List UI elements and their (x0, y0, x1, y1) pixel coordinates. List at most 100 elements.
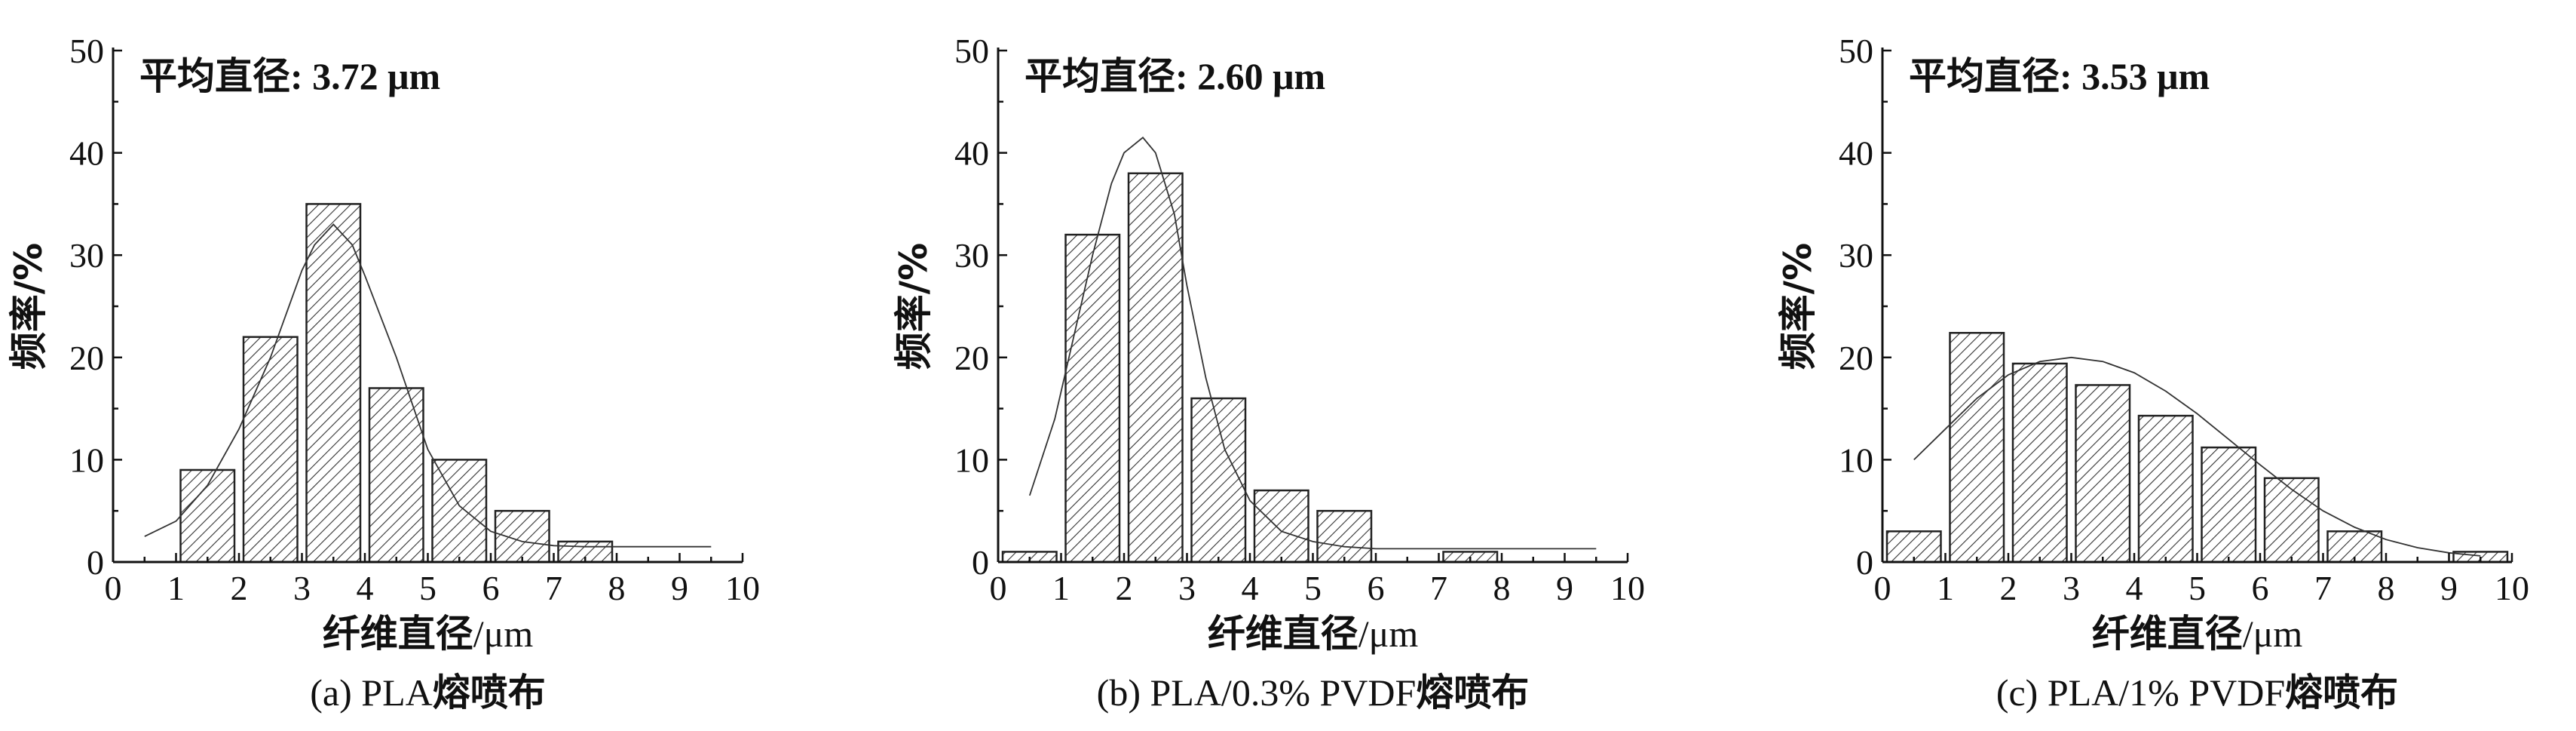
x-axis-title: 纤维直径/μm (2092, 612, 2303, 656)
x-tick-label: 8 (608, 569, 626, 607)
mean-diameter-annotation: 平均直径: 2.60 μm (1025, 54, 1325, 98)
panel-caption: (b) PLA/0.3% PVDF熔喷布 (1097, 671, 1530, 714)
panel-caption: (a) PLA熔喷布 (310, 671, 545, 714)
x-tick-label: 0 (990, 569, 1007, 607)
y-tick-label: 30 (69, 236, 104, 275)
x-tick-label: 6 (2252, 569, 2269, 607)
x-axis-title-unit: /μm (2243, 613, 2303, 655)
x-axis-title-unit: /μm (473, 613, 534, 655)
x-tick-label: 7 (1430, 569, 1447, 607)
histogram-bar (431, 459, 488, 564)
panel-caption: (c) PLA/1% PVDF熔喷布 (1996, 671, 2398, 714)
x-tick-label: 4 (2126, 569, 2143, 607)
x-tick-label: 2 (1116, 569, 1133, 607)
y-axis-title: 频率/% (7, 243, 51, 370)
x-tick-label: 3 (1178, 569, 1196, 607)
histogram-bar (2263, 477, 2320, 564)
x-tick-label: 9 (671, 569, 688, 607)
x-tick-label: 6 (1368, 569, 1385, 607)
y-tick-label: 10 (1839, 441, 1873, 479)
x-tick-label: 5 (2189, 569, 2206, 607)
x-tick-label: 10 (2495, 569, 2529, 607)
y-tick-label: 40 (1839, 134, 1873, 173)
histogram-bar (2201, 446, 2257, 564)
x-tick-label: 3 (293, 569, 311, 607)
x-tick-label: 7 (545, 569, 562, 607)
x-axis-title: 纤维直径/μm (1208, 612, 1419, 656)
annotation-label: 平均直径 (139, 54, 290, 98)
y-tick-label: 50 (1839, 32, 1873, 70)
histogram-bar (179, 468, 236, 564)
caption-cn-text: 熔喷布 (433, 671, 546, 714)
x-tick-label: 2 (2000, 569, 2017, 607)
histogram-bar (2075, 384, 2131, 564)
y-axis-title: 频率/% (892, 243, 936, 370)
histogram-bar (1949, 332, 2005, 564)
caption-text: (c) PLA/1% PVDF (1996, 671, 2285, 714)
x-tick-label: 8 (2378, 569, 2395, 607)
y-axis-title: 频率/% (1776, 243, 1820, 370)
y-tick-label: 20 (954, 339, 989, 377)
y-tick-label: 50 (69, 32, 104, 70)
annotation-value: : 2.60 μm (1175, 55, 1325, 97)
fit-curve (1913, 356, 2481, 557)
histogram-bar (2137, 414, 2194, 564)
x-tick-label: 0 (1874, 569, 1891, 607)
x-tick-label: 0 (105, 569, 122, 607)
x-tick-label: 3 (2063, 569, 2080, 607)
chart-panel-a: 0 1 2 3 4 5 6 7 8 9 10 0 10 20 30 40 50 平均直径: 3.72 μm 频率/%… (7, 32, 760, 714)
y-tick-label: 10 (954, 441, 989, 479)
caption-cn-text: 熔喷布 (2285, 671, 2398, 714)
x-tick-label: 4 (1242, 569, 1259, 607)
y-tick-label: 30 (1839, 236, 1873, 275)
x-tick-label: 1 (1937, 569, 1954, 607)
y-tick-label: 50 (954, 32, 989, 70)
y-tick-label: 0 (1856, 543, 1873, 582)
histogram-bar (1190, 397, 1247, 564)
y-tick-label: 0 (972, 543, 989, 582)
chart-panel-c: 0 1 2 3 4 5 6 7 8 9 10 0 10 20 30 40 50 平均直径: 3.53 μm 频率/%… (1776, 32, 2529, 714)
x-tick-label: 2 (231, 569, 248, 607)
mean-diameter-annotation: 平均直径: 3.53 μm (1909, 54, 2210, 98)
fit-curve (1028, 137, 1597, 550)
y-tick-label: 30 (954, 236, 989, 275)
histogram-bar (368, 387, 424, 564)
histogram-bar (1316, 509, 1373, 564)
x-tick-label: 8 (1493, 569, 1511, 607)
x-axis-title-text: 纤维直径 (323, 612, 473, 656)
histogram-bar (494, 509, 550, 564)
x-tick-label: 6 (482, 569, 500, 607)
x-tick-label: 1 (167, 569, 185, 607)
x-tick-label: 4 (357, 569, 374, 607)
x-tick-label: 7 (2314, 569, 2332, 607)
histogram-bar (1253, 489, 1309, 564)
histogram-bar (1127, 172, 1184, 564)
x-axis-title-text: 纤维直径 (1208, 612, 1358, 656)
x-tick-label: 1 (1052, 569, 1070, 607)
chart-panel-b: 0 1 2 3 4 5 6 7 8 9 10 0 10 20 30 40 50 平均直径: 2.60 μm 频率/%… (892, 32, 1645, 714)
annotation-value: : 3.72 μm (290, 55, 440, 97)
y-tick-label: 40 (69, 134, 104, 173)
histogram-bar (305, 203, 362, 564)
mean-diameter-annotation: 平均直径: 3.72 μm (139, 54, 440, 98)
y-tick-label: 20 (1839, 339, 1873, 377)
x-tick-label: 9 (1556, 569, 1573, 607)
x-tick-label: 10 (725, 569, 760, 607)
y-tick-label: 0 (87, 543, 104, 582)
x-axis-title-unit: /μm (1358, 613, 1419, 655)
x-axis-title: 纤维直径/μm (323, 612, 534, 656)
x-tick-label: 9 (2440, 569, 2458, 607)
histogram-bar (1064, 233, 1121, 564)
caption-text: (a) PLA (310, 671, 432, 714)
x-tick-label: 5 (1304, 569, 1322, 607)
annotation-value: : 3.53 μm (2060, 55, 2210, 97)
histogram-bar (2011, 362, 2068, 564)
y-tick-label: 10 (69, 441, 104, 479)
x-axis-title-text: 纤维直径 (2092, 612, 2243, 656)
fit-curve (144, 223, 712, 548)
caption-text: (b) PLA/0.3% PVDF (1097, 671, 1417, 714)
histogram-bar (242, 336, 299, 564)
x-tick-label: 5 (419, 569, 436, 607)
y-tick-label: 20 (69, 339, 104, 377)
